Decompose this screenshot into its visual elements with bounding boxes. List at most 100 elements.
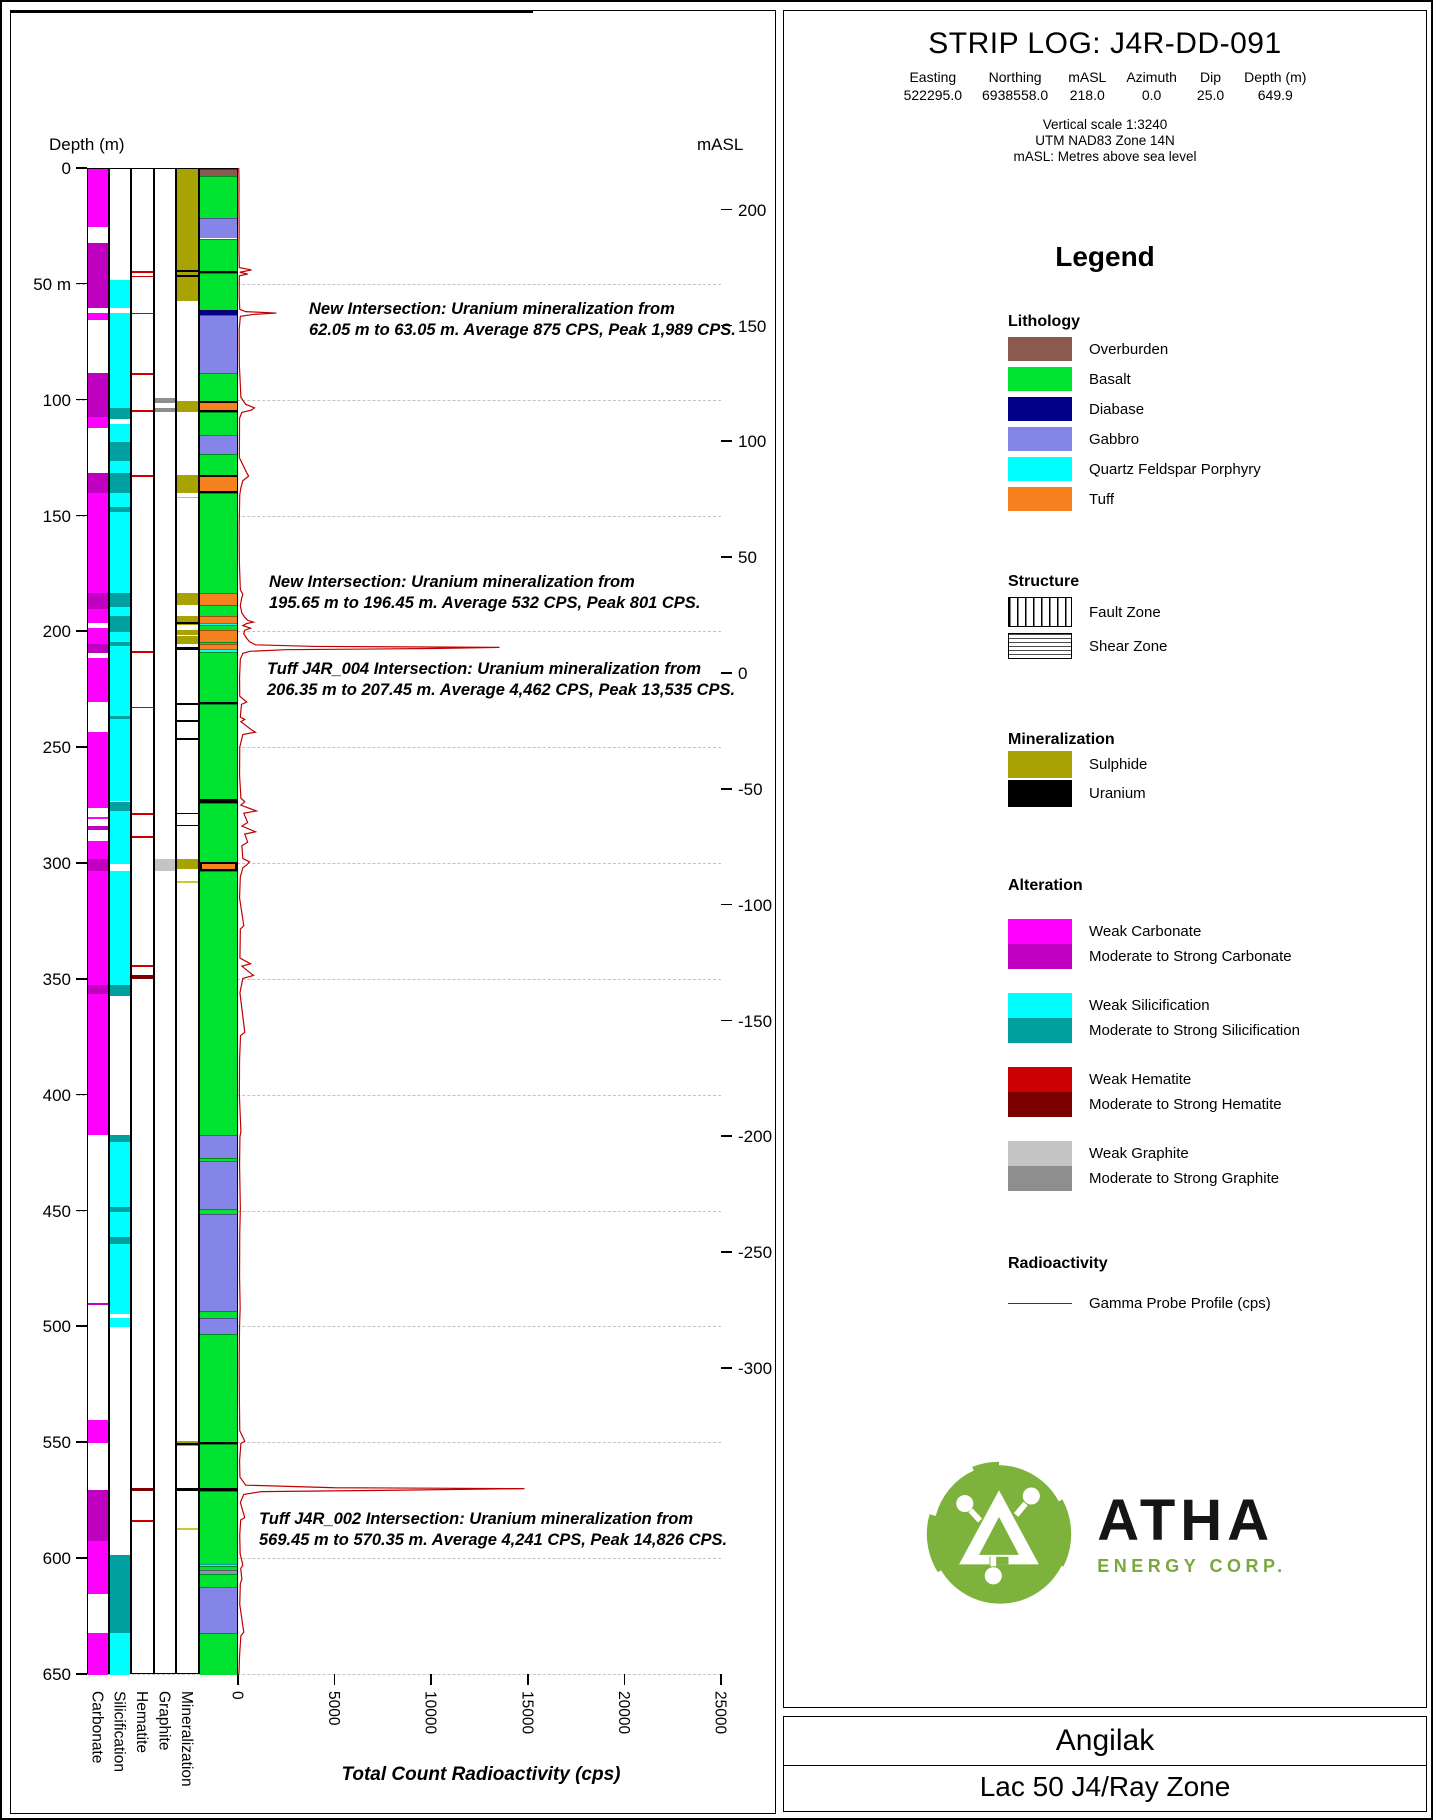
weak-label: Weak Silicification	[1089, 997, 1210, 1014]
silicification-interval-W	[110, 871, 130, 985]
mineralization-interval-S	[177, 616, 198, 626]
mineralization-legend-item: Uranium	[1008, 780, 1426, 807]
map-note: UTM NAD83 Zone 14N	[1035, 133, 1175, 148]
mineralization-interval-S	[177, 474, 198, 494]
lithology-interval-GAB	[200, 1213, 237, 1312]
hematite-interval-W	[132, 1519, 153, 1522]
lithology-interval-GAB	[200, 435, 237, 454]
depth-gridline	[77, 1210, 721, 1212]
map-notes: Vertical scale 1:3240 UTM NAD83 Zone 14N m…	[784, 117, 1426, 165]
column-label-carbonate: Carbonate	[88, 1691, 106, 1764]
legend-section-alteration: Alteration Weak Carbonate Moderate to Str…	[1008, 877, 1426, 1191]
masl-tick	[721, 556, 732, 558]
logo-subtitle: ENERGY CORP.	[1097, 1555, 1287, 1576]
company-logo: ATHA ENERGY CORP.	[784, 1458, 1426, 1610]
gamma-legend-item: Gamma Probe Profile (cps)	[1008, 1295, 1426, 1312]
collar-field-value: 218.0	[1069, 87, 1105, 103]
carbonate-interval-W	[88, 840, 108, 860]
title-block: Angilak Lac 50 J4/Ray Zone	[783, 1716, 1427, 1812]
mineralization-interval-U	[177, 270, 198, 273]
lithology-legend-item: Diabase	[1008, 397, 1426, 421]
collar-field-label: mASL	[1068, 69, 1107, 85]
alteration-group: Weak Graphite Moderate to Strong Graphite	[1008, 1141, 1426, 1191]
depth-gridline	[77, 631, 721, 633]
weak-swatch	[1008, 919, 1072, 944]
masl-tick-label: 150	[738, 316, 767, 336]
depth-gridline	[77, 1442, 721, 1444]
gamma-axis-tick	[720, 1674, 722, 1685]
legend-section-lithology: Lithology Overburden Basalt Diabase Gabbro Q…	[1008, 313, 1426, 511]
lithology-interval-QFP	[200, 1563, 237, 1567]
masl-tick-label: -50	[738, 779, 763, 799]
gamma-axis-tick	[237, 1674, 239, 1685]
gamma-axis-tick	[527, 1674, 529, 1685]
masl-tick-label: -100	[738, 895, 773, 915]
lithology-swatch	[1008, 457, 1072, 481]
alteration-swatch-pair	[1008, 1141, 1072, 1191]
silicification-interval-M	[110, 1206, 130, 1212]
hematite-interval-W	[132, 312, 153, 315]
depth-tick-label: 600	[42, 1549, 71, 1569]
hematite-interval-W	[132, 372, 153, 375]
mineralization-interval-S	[177, 635, 198, 644]
depth-tick-label: 300	[42, 854, 71, 874]
collar-field-label: Depth (m)	[1244, 69, 1307, 85]
mineralization-items: Sulphide Uranium	[1008, 751, 1426, 807]
masl-tick	[721, 1251, 732, 1253]
depth-tick-label: 200	[42, 622, 71, 642]
lithology-swatch	[1008, 337, 1072, 361]
masl-tick-label: -300	[738, 1359, 773, 1379]
lithology-legend-item: Quartz Feldspar Porphyry	[1008, 457, 1426, 481]
depth-tick	[76, 630, 87, 632]
lithology-swatch	[1008, 427, 1072, 451]
lithology-interval-DIA	[200, 310, 237, 315]
strong-swatch	[1008, 1018, 1072, 1043]
lithology-label: Quartz Feldspar Porphyry	[1089, 460, 1261, 478]
carbonate-interval-M	[88, 372, 108, 417]
masl-tick	[721, 787, 732, 790]
depth-tick-label: 250	[42, 738, 71, 758]
lithology-interval-BAS	[200, 273, 237, 311]
lithology-swatch	[1008, 397, 1072, 421]
depth-tick	[76, 282, 87, 285]
mineralization-interval-Y	[177, 881, 198, 884]
gamma-tick-label: 10000	[421, 1691, 439, 1735]
lithology-interval-TUF	[200, 616, 237, 624]
lithology-interval-GAB	[200, 1160, 237, 1210]
hematite-interval-W	[132, 964, 153, 967]
silicification-interval-W	[110, 810, 130, 865]
mineralization-interval-U	[177, 703, 198, 705]
strong-swatch	[1008, 944, 1072, 969]
lithology-interval-TUF	[200, 643, 237, 649]
silicification-interval-W	[110, 460, 130, 473]
alteration-group: Weak Hematite Moderate to Strong Hematite	[1008, 1067, 1426, 1117]
silicification-interval-W	[110, 511, 130, 593]
lithology-interval-BAS	[200, 238, 237, 271]
alteration-labels: Weak Silicification Moderate to Strong Si…	[1089, 993, 1300, 1043]
silicification-interval-M	[110, 616, 130, 633]
gamma-axis-line	[11, 11, 533, 13]
collar-field-label: Dip	[1200, 69, 1222, 85]
strong-label: Moderate to Strong Graphite	[1089, 1170, 1280, 1187]
hematite-interval-W	[132, 474, 153, 477]
lithology-interval-TUF	[200, 630, 237, 642]
lithology-interval-BAS	[200, 1334, 237, 1443]
masl-axis-title: mASL	[697, 135, 744, 154]
hematite-interval-M	[132, 975, 153, 979]
strong-label: Moderate to Strong Hematite	[1089, 1096, 1282, 1113]
hematite-interval-W	[132, 270, 153, 273]
fault-zone-swatch	[1008, 597, 1072, 627]
lithology-interval-BAS	[200, 871, 237, 1136]
lithology-label: Diabase	[1089, 400, 1145, 418]
alteration-swatch-pair	[1008, 993, 1072, 1043]
lithology-interval-QFP	[200, 648, 237, 653]
lithology-interval-BAS	[200, 1490, 237, 1564]
depth-gridline	[77, 747, 721, 749]
carbonate-interval-W	[88, 609, 108, 624]
depth-tick	[76, 746, 87, 748]
alteration-group: Weak Silicification Moderate to Strong Si…	[1008, 993, 1426, 1043]
carbonate-interval-W	[88, 169, 108, 227]
lithology-interval-BAS	[200, 625, 237, 631]
silicification-interval-W	[110, 280, 130, 308]
silicification-interval-M	[110, 641, 130, 647]
